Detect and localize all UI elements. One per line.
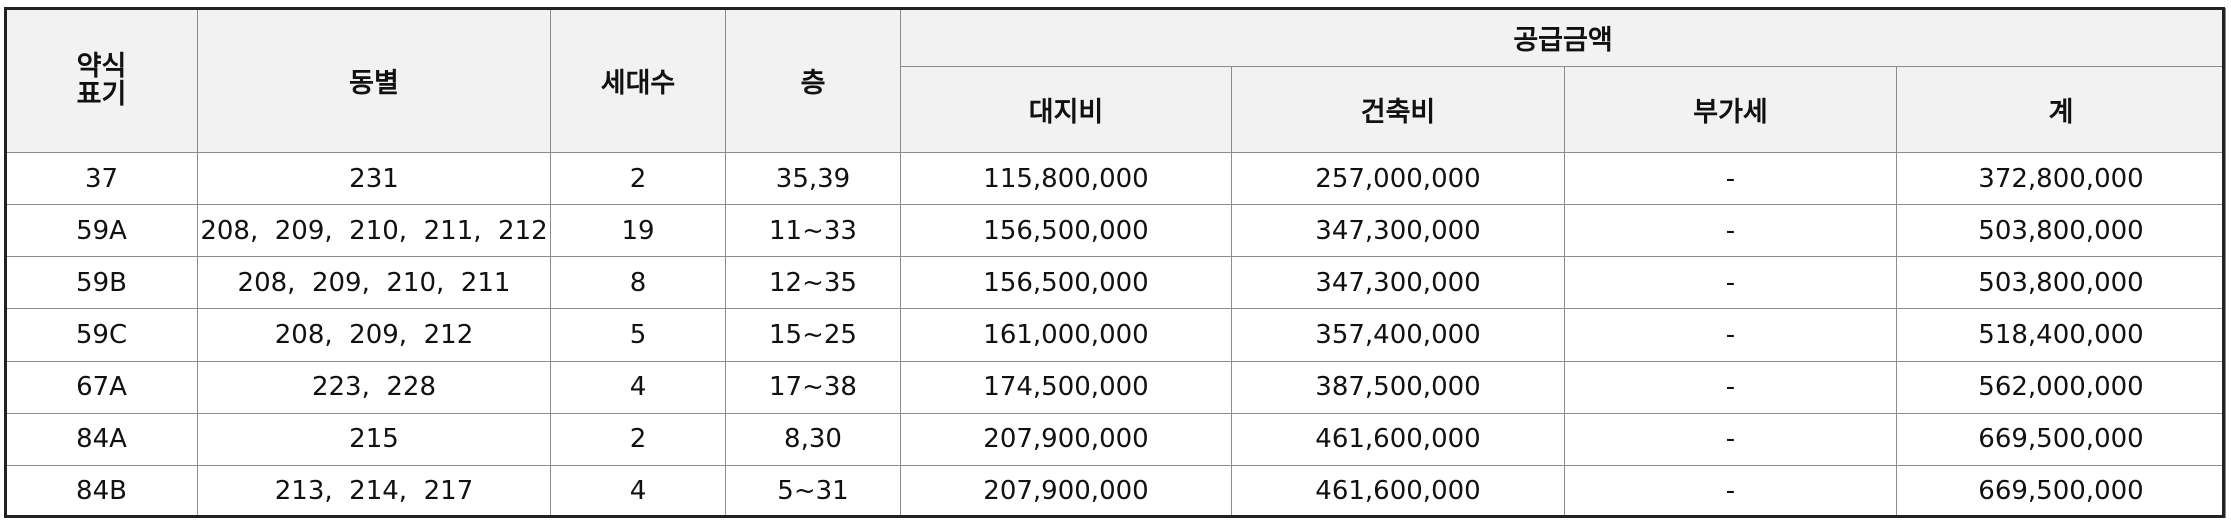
header-row-top: 약식 표기 동별 세대수 층 공급금액 xyxy=(5,8,2226,153)
cell-floors: 8,30 xyxy=(725,412,901,466)
cell-abbr: 67A xyxy=(5,360,198,414)
cell-households: 8 xyxy=(550,256,726,310)
cell-floors: 5~31 xyxy=(725,464,901,519)
cell-land-cost: 156,500,000 xyxy=(900,256,1232,310)
cell-abbr: 59B xyxy=(5,256,198,310)
cell-buildings: 208, 209, 210, 211 xyxy=(197,256,551,310)
header-row-bottom: 대지비 건축비 부가세 계 xyxy=(6,66,2226,153)
cell-households: 19 xyxy=(550,204,726,258)
header-construction-cost: 건축비 xyxy=(1231,66,1565,153)
header-vat: 부가세 xyxy=(1564,66,1897,153)
cell-households: 4 xyxy=(550,360,726,414)
cell-vat: - xyxy=(1564,464,1897,519)
header-total: 계 xyxy=(1896,66,2226,153)
header-supply-amount: 공급금액 xyxy=(900,8,2226,67)
table-row: 84A 215 2 8,30 207,900,000 461,600,000 -… xyxy=(5,412,2226,466)
cell-households: 2 xyxy=(550,151,726,206)
cell-vat: - xyxy=(1564,412,1897,466)
cell-construction-cost: 347,300,000 xyxy=(1231,204,1565,258)
table-row: 67A 223, 228 4 17~38 174,500,000 387,500… xyxy=(5,360,2226,414)
cell-abbr: 84A xyxy=(5,412,198,466)
cell-buildings: 215 xyxy=(197,412,551,466)
cell-buildings: 231 xyxy=(197,151,551,206)
cell-abbr: 59C xyxy=(5,308,198,362)
cell-total: 372,800,000 xyxy=(1896,151,2226,206)
cell-land-cost: 161,000,000 xyxy=(900,308,1232,362)
cell-total: 503,800,000 xyxy=(1896,256,2226,310)
cell-construction-cost: 257,000,000 xyxy=(1231,151,1565,206)
cell-abbr: 59A xyxy=(5,204,198,258)
table-row: 59A 208, 209, 210, 211, 212 19 11~33 156… xyxy=(5,204,2226,258)
cell-buildings: 223, 228 xyxy=(197,360,551,414)
cell-land-cost: 156,500,000 xyxy=(900,204,1232,258)
cell-households: 4 xyxy=(550,464,726,519)
cell-land-cost: 207,900,000 xyxy=(900,412,1232,466)
cell-floors: 35,39 xyxy=(725,151,901,206)
table-row: 37 231 2 35,39 115,800,000 257,000,000 -… xyxy=(5,151,2226,206)
cell-land-cost: 115,800,000 xyxy=(900,151,1232,206)
cell-floors: 12~35 xyxy=(725,256,901,310)
cell-construction-cost: 461,600,000 xyxy=(1231,412,1565,466)
cell-construction-cost: 387,500,000 xyxy=(1231,360,1565,414)
header-buildings: 동별 xyxy=(197,8,551,153)
cell-total: 669,500,000 xyxy=(1896,412,2226,466)
cell-vat: - xyxy=(1564,204,1897,258)
cell-abbr: 84B xyxy=(5,464,198,519)
cell-floors: 17~38 xyxy=(725,360,901,414)
supply-price-table: 약식 표기 동별 세대수 층 공급금액 대지비 건축비 부가세 계 37 231… xyxy=(5,8,2226,519)
cell-abbr: 37 xyxy=(5,151,198,206)
cell-floors: 11~33 xyxy=(725,204,901,258)
cell-total: 562,000,000 xyxy=(1896,360,2226,414)
cell-land-cost: 174,500,000 xyxy=(900,360,1232,414)
cell-vat: - xyxy=(1564,360,1897,414)
cell-vat: - xyxy=(1564,308,1897,362)
cell-construction-cost: 461,600,000 xyxy=(1231,464,1565,519)
header-abbr-line1: 약식 xyxy=(76,50,127,82)
cell-buildings: 208, 209, 210, 211, 212 xyxy=(197,204,551,258)
cell-construction-cost: 347,300,000 xyxy=(1231,256,1565,310)
header-households: 세대수 xyxy=(550,8,726,153)
cell-floors: 15~25 xyxy=(725,308,901,362)
cell-land-cost: 207,900,000 xyxy=(900,464,1232,519)
cell-construction-cost: 357,400,000 xyxy=(1231,308,1565,362)
cell-vat: - xyxy=(1564,256,1897,310)
cell-total: 518,400,000 xyxy=(1896,308,2226,362)
cell-households: 2 xyxy=(550,412,726,466)
cell-vat: - xyxy=(1564,151,1897,206)
cell-total: 669,500,000 xyxy=(1896,464,2226,519)
cell-households: 5 xyxy=(550,308,726,362)
table-row: 84B 213, 214, 217 4 5~31 207,900,000 461… xyxy=(5,464,2226,519)
header-floors: 층 xyxy=(725,8,901,153)
header-land-cost: 대지비 xyxy=(900,66,1232,153)
cell-buildings: 213, 214, 217 xyxy=(197,464,551,519)
cell-total: 503,800,000 xyxy=(1896,204,2226,258)
table-row: 59C 208, 209, 212 5 15~25 161,000,000 35… xyxy=(5,308,2226,362)
cell-buildings: 208, 209, 212 xyxy=(197,308,551,362)
table-row: 59B 208, 209, 210, 211 8 12~35 156,500,0… xyxy=(5,256,2226,310)
header-abbr-line2: 표기 xyxy=(76,78,127,110)
header-abbr: 약식 표기 xyxy=(5,8,198,153)
